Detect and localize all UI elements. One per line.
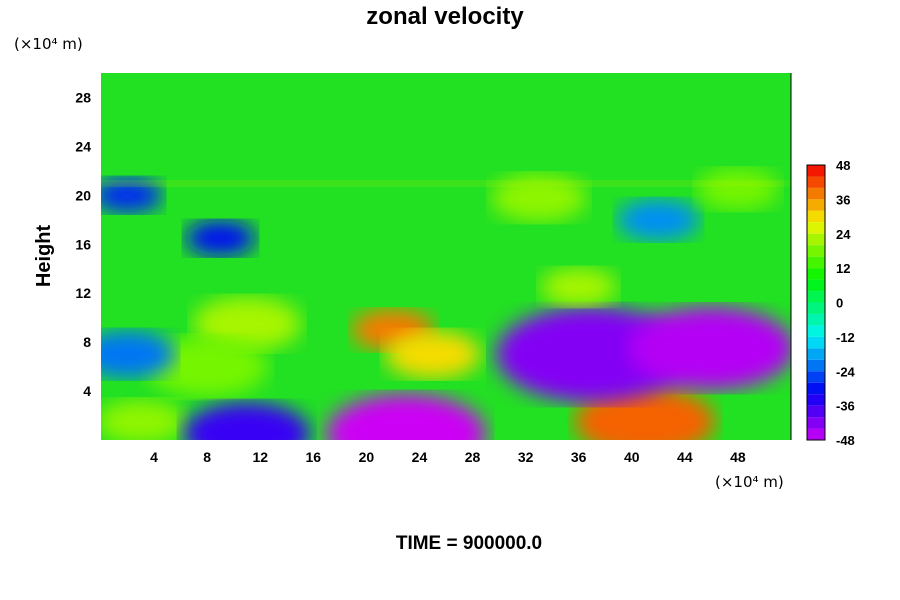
colorbar-tick-label: -24	[836, 364, 856, 379]
time-label: TIME = 900000.0	[396, 533, 542, 554]
field-feature	[101, 399, 186, 440]
colorbar-segment	[807, 233, 825, 246]
y-tick-label: 8	[83, 334, 91, 350]
x-axis-ticks: 4 8 12 16 20 24 28 32 36 40 44 48	[150, 449, 746, 465]
x-tick-label: 16	[306, 449, 322, 465]
plot-area	[101, 73, 792, 440]
x-axis-units: (×10⁴ m)	[715, 473, 784, 491]
field-feature	[616, 199, 700, 241]
colorbar-tick-label: 36	[836, 192, 850, 207]
colorbar-frame	[806, 164, 826, 441]
colorbar-segment	[807, 371, 825, 383]
colorbar-segment	[807, 359, 825, 372]
colorbar-tick-label: 24	[836, 227, 851, 242]
colorbar-segment	[807, 165, 825, 177]
y-tick-label: 4	[83, 383, 91, 399]
field-feature	[540, 267, 618, 307]
field-feature	[101, 330, 176, 379]
colorbar-segment	[807, 291, 825, 303]
x-tick-label: 32	[518, 449, 534, 465]
x-tick-label: 20	[359, 449, 375, 465]
x-tick-label: 24	[412, 449, 428, 465]
colorbar-segment	[807, 222, 825, 234]
colorbar-segment	[807, 336, 825, 349]
colorbar-segment	[807, 199, 825, 211]
colorbar-tick-label: 48	[836, 158, 850, 173]
colorbar-segment	[807, 348, 825, 360]
x-tick-label: 12	[252, 449, 268, 465]
colorbar-tick-label: -36	[836, 399, 855, 414]
colorbar-segment	[807, 279, 825, 292]
x-tick-label: 4	[150, 449, 158, 465]
field-feature	[185, 220, 256, 256]
y-tick-label: 24	[75, 138, 91, 154]
colorbar-tick-label: -12	[836, 330, 855, 345]
colorbar-segment	[807, 325, 825, 337]
field-feature	[628, 306, 791, 390]
colorbar-segment	[807, 176, 825, 188]
field-feature	[696, 168, 780, 211]
colorbar: 48 36 24 12 0 -12 -24 -36 -48	[806, 158, 856, 448]
x-tick-label: 28	[465, 449, 481, 465]
y-axis-units: (×10⁴ m)	[14, 35, 83, 53]
colorbar-segment	[807, 256, 825, 269]
colorbar-segment	[807, 313, 825, 326]
y-tick-label: 28	[75, 89, 91, 105]
colorbar-segment	[807, 210, 825, 223]
colorbar-segment	[807, 268, 825, 280]
y-axis-ticks: 4 8 12 16 20 24 28	[75, 89, 91, 399]
y-axis-label: Height	[33, 225, 55, 288]
colorbar-tick-label: 12	[836, 261, 850, 276]
chart-title: zonal velocity	[366, 3, 524, 30]
field-feature	[384, 330, 481, 379]
x-tick-label: 40	[624, 449, 640, 465]
x-tick-label: 44	[677, 449, 693, 465]
field-feature	[146, 336, 268, 397]
colorbar-segment	[807, 405, 825, 418]
field-band	[101, 180, 791, 187]
x-tick-label: 8	[203, 449, 211, 465]
x-tick-label: 36	[571, 449, 587, 465]
field-feature	[326, 393, 487, 440]
colorbar-segment	[807, 245, 825, 257]
colorbar-tick-label: -48	[836, 433, 855, 448]
colorbar-segment	[807, 187, 825, 200]
colorbar-tick-label: 0	[836, 296, 843, 311]
y-tick-label: 12	[75, 285, 91, 301]
y-tick-label: 16	[75, 236, 91, 252]
y-tick-label: 20	[75, 187, 91, 203]
colorbar-segment	[807, 394, 825, 406]
field-feature	[182, 401, 311, 440]
colorbar-segment	[807, 302, 825, 314]
colorbar-segment	[807, 417, 825, 429]
colorbar-segment	[807, 428, 825, 440]
x-tick-label: 48	[730, 449, 746, 465]
colorbar-segment	[807, 382, 825, 395]
